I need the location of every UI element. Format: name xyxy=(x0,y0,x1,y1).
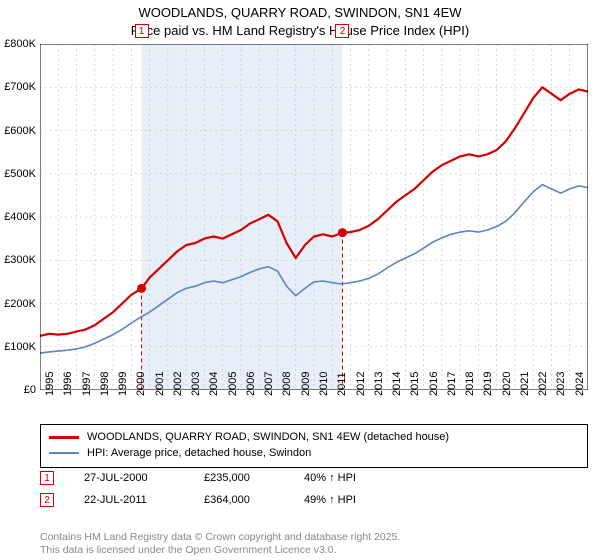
y-tick-label: £800K xyxy=(0,38,36,50)
x-tick-label: 2014 xyxy=(391,372,403,396)
title-line-2: Price paid vs. HM Land Registry's House … xyxy=(0,22,600,40)
y-tick-label: £200K xyxy=(0,298,36,310)
sale-marker-box: 1 xyxy=(135,24,149,38)
y-tick-label: £100K xyxy=(0,341,36,353)
footer-line-1: Contains HM Land Registry data © Crown c… xyxy=(40,531,588,545)
x-tick-label: 2005 xyxy=(227,372,239,396)
footer: Contains HM Land Registry data © Crown c… xyxy=(40,531,588,558)
sale-row: 1 27-JUL-2000 £235,000 40% ↑ HPI xyxy=(40,470,588,486)
legend-row: WOODLANDS, QUARRY ROAD, SWINDON, SN1 4EW… xyxy=(49,429,579,445)
x-tick-label: 2010 xyxy=(318,372,330,396)
x-tick-label: 2001 xyxy=(154,372,166,396)
legend-swatch xyxy=(49,436,79,439)
chart-area: £0£100K£200K£300K£400K£500K£600K£700K£80… xyxy=(40,44,588,390)
x-tick-label: 2019 xyxy=(482,372,494,396)
x-tick-label: 2023 xyxy=(555,372,567,396)
y-tick-label: £700K xyxy=(0,81,36,93)
sale-marker-icon: 2 xyxy=(40,493,54,507)
x-tick-label: 2020 xyxy=(501,372,513,396)
footer-line-2: This data is licensed under the Open Gov… xyxy=(40,544,588,558)
legend-label: HPI: Average price, detached house, Swin… xyxy=(87,447,311,459)
x-tick-label: 2015 xyxy=(409,372,421,396)
y-tick-label: £300K xyxy=(0,254,36,266)
x-tick-label: 2000 xyxy=(135,372,147,396)
title-line-1: WOODLANDS, QUARRY ROAD, SWINDON, SN1 4EW xyxy=(0,4,600,22)
chart-title: WOODLANDS, QUARRY ROAD, SWINDON, SN1 4EW… xyxy=(0,0,600,39)
sale-date: 27-JUL-2000 xyxy=(84,472,174,484)
x-tick-label: 2007 xyxy=(263,372,275,396)
sale-marker-icon: 1 xyxy=(40,471,54,485)
y-tick-label: £600K xyxy=(0,125,36,137)
legend: WOODLANDS, QUARRY ROAD, SWINDON, SN1 4EW… xyxy=(40,424,588,468)
y-tick-label: £400K xyxy=(0,211,36,223)
x-tick-label: 2003 xyxy=(190,372,202,396)
legend-swatch xyxy=(49,452,79,454)
x-tick-label: 2004 xyxy=(208,372,220,396)
x-tick-label: 2024 xyxy=(574,372,586,396)
sale-price: £364,000 xyxy=(204,494,274,506)
legend-label: WOODLANDS, QUARRY ROAD, SWINDON, SN1 4EW… xyxy=(87,431,449,443)
sale-row: 2 22-JUL-2011 £364,000 49% ↑ HPI xyxy=(40,492,588,508)
x-tick-label: 2006 xyxy=(245,372,257,396)
x-tick-label: 2012 xyxy=(355,372,367,396)
sale-pct: 40% ↑ HPI xyxy=(304,472,394,484)
y-tick-label: £0 xyxy=(0,384,36,396)
x-tick-label: 2011 xyxy=(336,372,348,396)
legend-row: HPI: Average price, detached house, Swin… xyxy=(49,445,579,461)
x-tick-label: 2018 xyxy=(464,372,476,396)
x-tick-label: 2022 xyxy=(537,372,549,396)
x-tick-label: 2021 xyxy=(519,372,531,396)
line-chart-svg xyxy=(40,44,588,390)
x-tick-label: 2013 xyxy=(373,372,385,396)
x-tick-label: 2017 xyxy=(446,372,458,396)
x-tick-label: 2008 xyxy=(281,372,293,396)
sale-price: £235,000 xyxy=(204,472,274,484)
sale-marker-box: 2 xyxy=(335,24,349,38)
x-tick-label: 1995 xyxy=(44,372,56,396)
y-tick-label: £500K xyxy=(0,168,36,180)
x-tick-label: 1998 xyxy=(99,372,111,396)
x-tick-label: 1996 xyxy=(62,372,74,396)
x-tick-label: 2009 xyxy=(300,372,312,396)
x-tick-label: 2002 xyxy=(172,372,184,396)
sale-pct: 49% ↑ HPI xyxy=(304,494,394,506)
x-tick-label: 1999 xyxy=(117,372,129,396)
x-tick-label: 1997 xyxy=(81,372,93,396)
x-tick-label: 2016 xyxy=(428,372,440,396)
sale-date: 22-JUL-2011 xyxy=(84,494,174,506)
